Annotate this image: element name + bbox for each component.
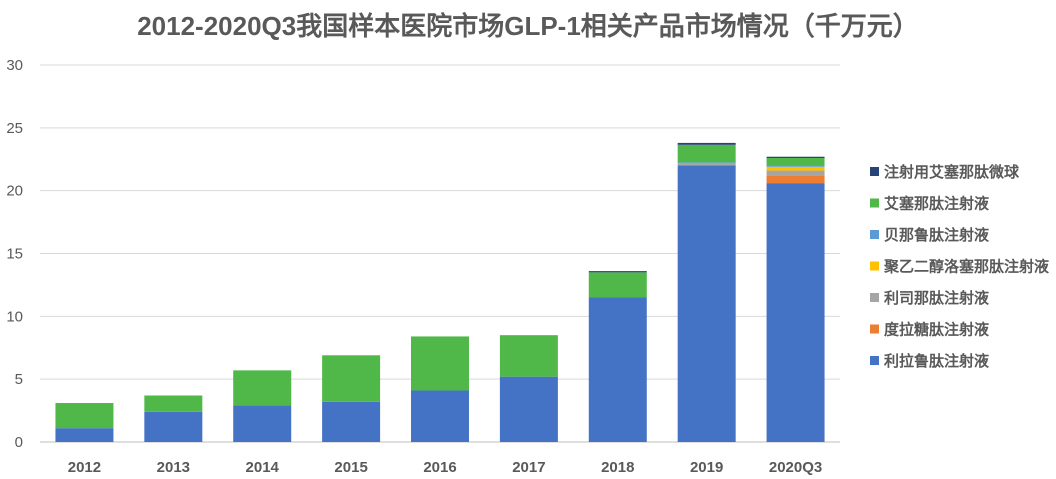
y-tick-label: 10 bbox=[6, 308, 23, 325]
bar-segment bbox=[677, 163, 736, 166]
legend-swatch bbox=[870, 167, 879, 176]
legend-swatch bbox=[870, 198, 879, 208]
x-tick-label: 2020Q3 bbox=[769, 459, 822, 476]
bar-segment bbox=[766, 183, 825, 443]
legend-label: 度拉糖肽注射液 bbox=[884, 321, 990, 339]
legend-label: 利司那肽注射液 bbox=[884, 289, 990, 307]
bar-segment bbox=[144, 395, 203, 412]
legend-label: 利拉鲁肽注射液 bbox=[884, 352, 990, 370]
legend-swatch bbox=[870, 324, 879, 334]
x-tick-label: 2014 bbox=[246, 459, 280, 476]
bar-segment bbox=[677, 165, 736, 443]
legend-label: 聚乙二醇洛塞那肽注射液 bbox=[883, 258, 1050, 276]
x-axis: 2012 2013 2014 2015 2016 2017 2018 2019 2020Q3 bbox=[68, 459, 822, 476]
x-tick-label: 2019 bbox=[690, 459, 723, 476]
bar-segment bbox=[322, 355, 381, 402]
legend-swatch bbox=[870, 230, 879, 239]
bar-segment bbox=[588, 272, 647, 298]
bar-segment bbox=[411, 336, 469, 391]
bar-segment bbox=[411, 390, 469, 442]
legend-label: 注射用艾塞那肽微球 bbox=[884, 163, 1020, 181]
bar-segment bbox=[766, 165, 825, 167]
y-tick-label: 25 bbox=[6, 120, 23, 137]
bar-segment bbox=[588, 271, 647, 273]
bar-segment bbox=[766, 156, 825, 158]
bars bbox=[55, 142, 825, 443]
bar-segment bbox=[233, 370, 292, 406]
x-tick-label: 2015 bbox=[334, 459, 367, 476]
bar-segment bbox=[677, 144, 736, 163]
y-tick-label: 30 bbox=[6, 57, 23, 74]
bar-segment bbox=[233, 405, 292, 442]
y-tick-label: 15 bbox=[6, 246, 23, 263]
legend-swatch bbox=[870, 356, 879, 365]
bar-segment bbox=[55, 403, 114, 429]
legend: 注射用艾塞那肽微球艾塞那肽注射液贝那鲁肽注射液聚乙二醇洛塞那肽注射液利司那肽注射… bbox=[870, 163, 1050, 370]
bar-segment bbox=[766, 170, 825, 176]
bar-segment bbox=[766, 166, 825, 171]
x-tick-label: 2018 bbox=[601, 459, 634, 476]
legend-label: 艾塞那肽注射液 bbox=[884, 195, 990, 213]
y-axis: 0 5 10 15 20 25 30 bbox=[6, 57, 23, 451]
bar-segment bbox=[55, 428, 114, 442]
bar-segment bbox=[588, 297, 647, 442]
chart-title: 2012-2020Q3我国样本医院市场GLP-1相关产品市场情况（千万元） bbox=[137, 11, 919, 41]
legend-swatch bbox=[870, 293, 879, 302]
bar-segment bbox=[322, 401, 381, 442]
bar-segment bbox=[766, 175, 825, 184]
y-tick-label: 5 bbox=[15, 371, 23, 388]
x-tick-label: 2013 bbox=[157, 459, 190, 476]
bar-segment bbox=[144, 411, 203, 442]
legend-swatch bbox=[870, 261, 879, 271]
legend-label: 贝那鲁肽注射液 bbox=[884, 226, 990, 244]
bar-segment bbox=[766, 157, 825, 166]
bar-segment bbox=[499, 376, 558, 442]
bar-segment bbox=[499, 335, 558, 377]
x-tick-label: 2017 bbox=[512, 459, 545, 476]
y-tick-label: 0 bbox=[15, 434, 23, 451]
bar-segment bbox=[677, 162, 736, 164]
x-tick-label: 2012 bbox=[68, 459, 101, 476]
x-tick-label: 2016 bbox=[423, 459, 456, 476]
y-tick-label: 20 bbox=[6, 183, 23, 200]
bar-segment bbox=[677, 142, 736, 145]
